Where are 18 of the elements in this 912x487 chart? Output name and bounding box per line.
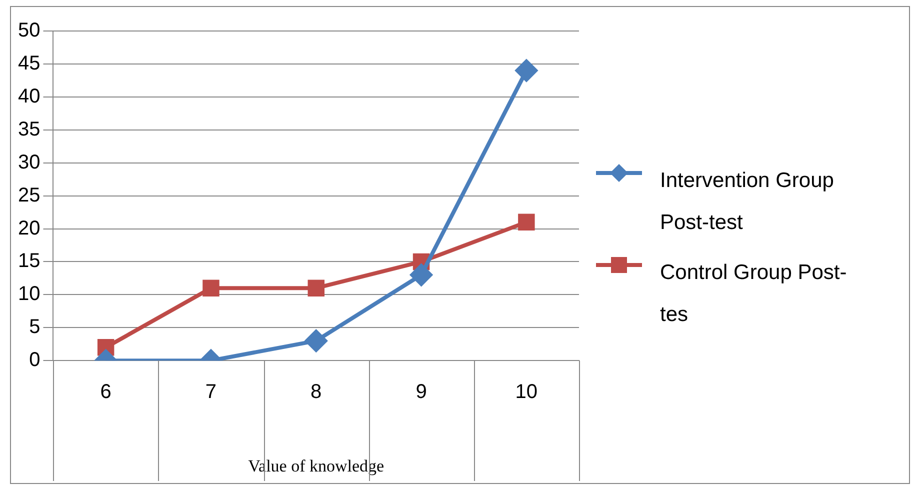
y-tick-label: 45 <box>18 52 40 74</box>
y-tick-label: 25 <box>18 184 40 206</box>
y-tick-label: 50 <box>18 20 40 42</box>
x-tick-label: 10 <box>515 381 538 404</box>
x-tick-label: 6 <box>100 381 112 404</box>
y-tick-label: 20 <box>18 217 40 240</box>
y-tick-label: 30 <box>18 151 40 174</box>
legend-label: Intervention Group Post-test <box>660 168 835 236</box>
y-tick-label: 0 <box>29 349 40 372</box>
y-tick-label: 10 <box>18 283 40 306</box>
y-tick-label: 5 <box>29 316 40 338</box>
x-tick-label: 7 <box>205 381 217 404</box>
legend-label: Control Group Post-tes <box>660 260 848 328</box>
y-tick-label: 15 <box>18 250 40 272</box>
x-tick-label: 8 <box>310 381 322 404</box>
y-tick-label: 40 <box>18 85 40 108</box>
x-tick-label: 9 <box>416 381 427 404</box>
y-tick-label: 35 <box>18 118 40 140</box>
